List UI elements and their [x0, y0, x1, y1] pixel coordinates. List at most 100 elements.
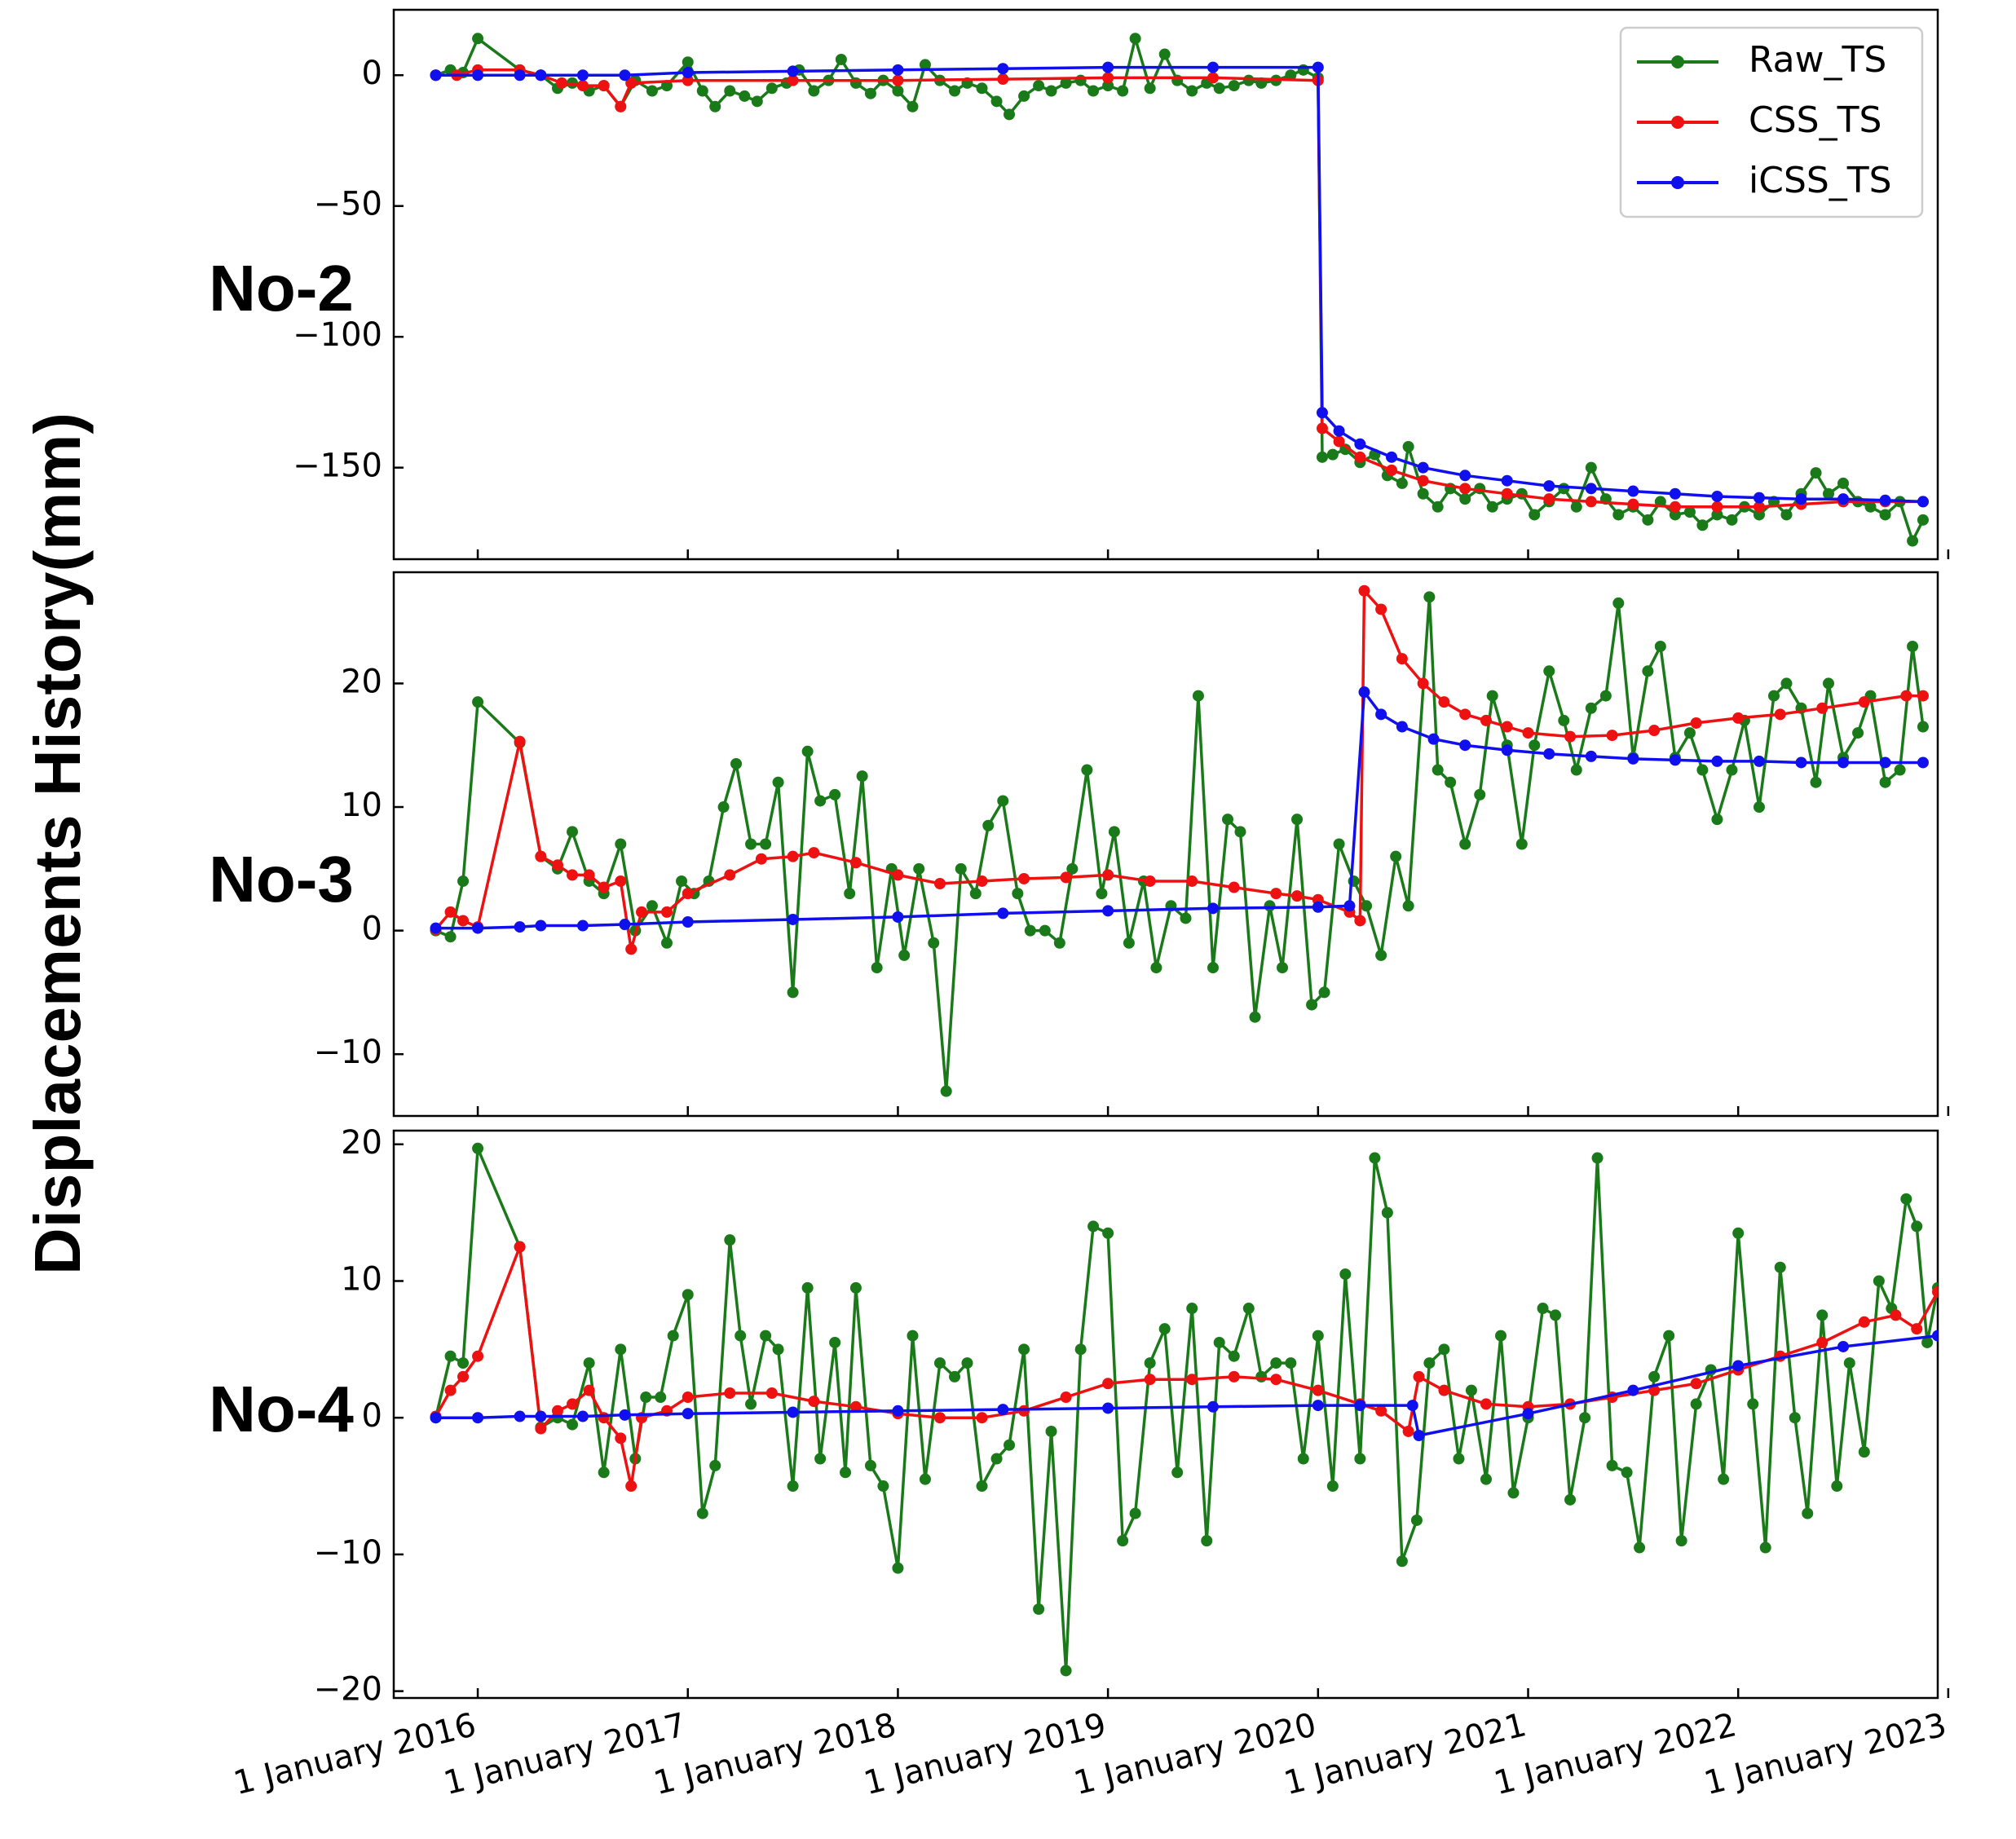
data-point-css-ts: [724, 869, 736, 881]
data-point-icss-ts: [535, 69, 547, 82]
data-point-icss-ts: [1333, 425, 1345, 437]
data-point-raw-ts: [1843, 1357, 1855, 1369]
data-point-raw-ts: [1423, 591, 1436, 603]
data-point-raw-ts: [734, 1330, 747, 1342]
data-point-css-ts: [787, 850, 799, 862]
data-point-raw-ts: [1648, 1370, 1661, 1383]
data-point-raw-ts: [646, 85, 658, 97]
data-point-raw-ts: [1158, 1323, 1171, 1335]
data-point-raw-ts: [1192, 690, 1204, 702]
data-point-css-ts: [1417, 474, 1429, 487]
data-point-css-ts: [551, 859, 563, 871]
data-point-raw-ts: [1004, 1439, 1016, 1451]
data-point-raw-ts: [1431, 764, 1444, 776]
data-point-raw-ts: [835, 53, 847, 65]
data-point-raw-ts: [472, 1142, 484, 1154]
data-point-raw-ts: [1747, 1398, 1759, 1410]
data-point-raw-ts: [682, 56, 694, 68]
legend: Raw_TS CSS_TS iCSS_TS: [1619, 26, 1924, 218]
data-point-css-ts: [1396, 653, 1408, 665]
data-point-css-ts: [1144, 875, 1156, 887]
data-point-raw-ts: [655, 1391, 667, 1404]
data-point-raw-ts: [615, 838, 627, 850]
data-point-raw-ts: [1579, 1412, 1591, 1424]
y-tick-label: −100: [293, 316, 382, 354]
data-point-raw-ts: [1459, 838, 1471, 850]
data-point-raw-ts: [1060, 1665, 1072, 1677]
data-point-css-ts: [1522, 727, 1534, 739]
data-point-raw-ts: [1285, 69, 1297, 82]
data-point-css-ts: [660, 906, 673, 918]
data-point-raw-ts: [1242, 74, 1255, 86]
data-point-icss-ts: [1879, 756, 1891, 769]
data-point-css-ts: [1606, 730, 1618, 742]
data-point-raw-ts: [849, 1281, 862, 1294]
data-point-raw-ts: [1285, 1357, 1297, 1369]
data-point-raw-ts: [1789, 1412, 1801, 1424]
data-point-icss-ts: [1795, 493, 1807, 505]
data-point-raw-ts: [976, 82, 988, 95]
data-point-css-ts: [615, 100, 627, 112]
data-point-raw-ts: [1039, 924, 1051, 937]
data-point-raw-ts: [1558, 483, 1570, 495]
data-point-icss-ts: [1207, 902, 1219, 915]
data-point-raw-ts: [1117, 1535, 1129, 1547]
data-point-raw-ts: [1333, 838, 1345, 850]
data-point-icss-ts: [514, 1410, 526, 1422]
data-point-raw-ts: [1402, 900, 1414, 912]
data-point-raw-ts: [840, 1466, 852, 1479]
data-point-raw-ts: [969, 888, 982, 900]
data-point-raw-ts: [1683, 506, 1696, 518]
data-point-raw-ts: [1213, 1336, 1225, 1348]
data-point-raw-ts: [982, 819, 995, 831]
data-point-css-ts: [551, 1405, 563, 1417]
data-point-raw-ts: [1642, 665, 1654, 677]
data-point-css-ts: [1459, 708, 1471, 721]
data-point-icss-ts: [892, 64, 904, 76]
y-tick-label: 0: [362, 55, 382, 92]
panel-label: No-3: [209, 843, 354, 915]
data-point-css-ts: [1911, 1323, 1923, 1335]
data-point-raw-ts: [1102, 80, 1114, 92]
panel-label: No-2: [209, 252, 354, 324]
data-point-css-ts: [1102, 869, 1114, 881]
data-point-css-ts: [849, 1400, 862, 1413]
data-point-css-ts: [1501, 487, 1513, 500]
data-point-raw-ts: [961, 1357, 973, 1369]
data-point-icss-ts: [1711, 490, 1723, 502]
data-point-icss-ts: [1312, 1400, 1324, 1412]
data-point-raw-ts: [1529, 509, 1541, 521]
data-point-css-ts: [892, 869, 904, 881]
data-point-icss-ts: [576, 1410, 589, 1422]
data-point-raw-ts: [1312, 1330, 1324, 1342]
data-point-css-ts: [567, 869, 579, 881]
data-point-css-ts: [976, 1412, 988, 1424]
data-point-icss-ts: [997, 907, 1009, 920]
data-point-icss-ts: [1753, 755, 1765, 767]
data-point-raw-ts: [856, 770, 868, 783]
data-point-raw-ts: [1726, 514, 1738, 526]
data-point-raw-ts: [1318, 986, 1330, 999]
y-tick-label: 0: [362, 1397, 382, 1435]
data-point-icss-ts: [535, 1410, 547, 1422]
legend-marker: [1671, 176, 1684, 189]
data-point-raw-ts: [1907, 640, 1919, 652]
data-point-icss-ts: [1585, 483, 1597, 495]
data-point-icss-ts: [1312, 61, 1324, 73]
x-tick-label: 1 January 2019: [860, 1706, 1109, 1802]
data-point-raw-ts: [1599, 690, 1612, 702]
data-point-raw-ts: [1053, 937, 1065, 949]
data-point-icss-ts: [997, 1404, 1009, 1416]
data-point-raw-ts: [472, 696, 484, 708]
data-point-raw-ts: [1129, 1507, 1141, 1519]
data-point-css-ts: [583, 1384, 595, 1396]
data-point-css-ts: [1354, 915, 1366, 927]
data-point-raw-ts: [1663, 1330, 1675, 1342]
data-point-raw-ts: [1228, 1350, 1240, 1362]
data-point-raw-ts: [1753, 801, 1765, 814]
data-point-css-ts: [583, 869, 595, 881]
data-point-raw-ts: [1732, 1227, 1745, 1239]
data-point-raw-ts: [1201, 1535, 1213, 1547]
data-point-raw-ts: [1180, 912, 1192, 924]
data-point-css-ts: [1900, 690, 1912, 702]
